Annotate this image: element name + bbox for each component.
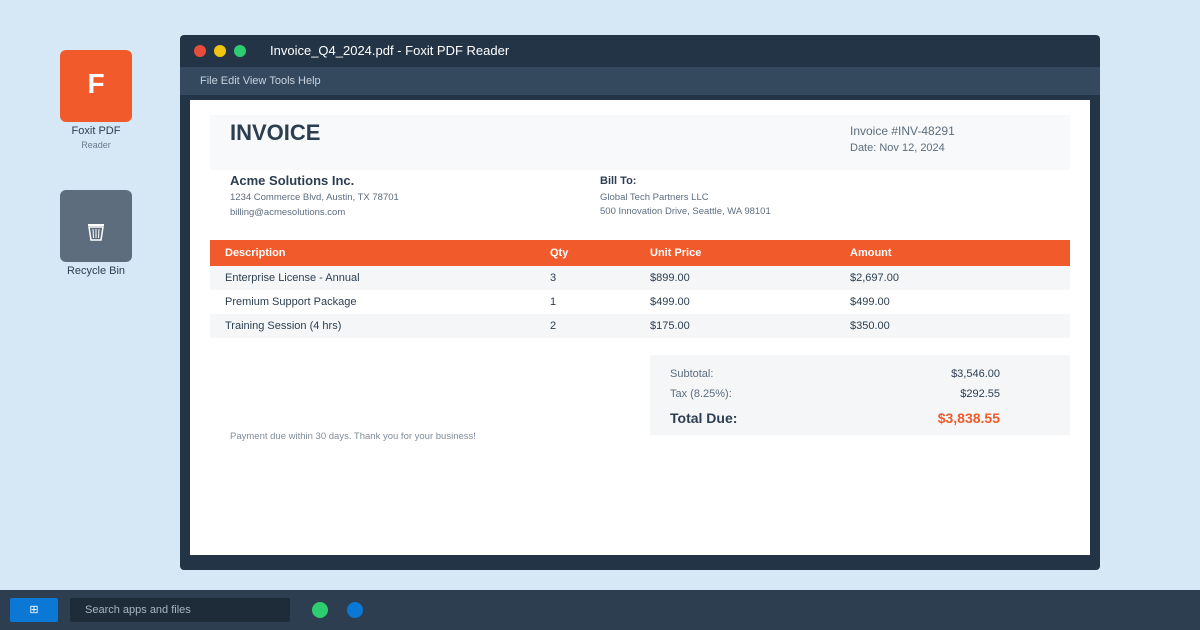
foxit-icon[interactable]: F [60,50,132,122]
bill-to-name: Global Tech Partners LLC [600,192,709,203]
menu-item[interactable]: File [200,75,218,87]
close-button[interactable] [194,45,206,57]
from-name: Acme Solutions Inc. [230,173,355,188]
table-row: Enterprise License - Annual 3 $899.00 $2,69… [210,266,1070,290]
line-items-table: Description Qty Unit Price Amount Enterprise… [190,240,1090,340]
app-window: Invoice_Q4_2024.pdf - Foxit PDF Reader F… [180,35,1100,570]
maximize-button[interactable] [234,45,246,57]
table-cell: $175.00 [650,320,690,332]
table-header: Description Qty Unit Price Amount [210,240,1070,266]
table-cell: 2 [550,320,557,332]
taskbar-app[interactable] [312,602,328,618]
taskbar-app[interactable] [347,602,363,618]
icon-sublabel: Reader [81,140,111,150]
menu-item[interactable]: Edit [220,75,240,87]
trash-glyph [88,224,104,241]
table-cell: 1 [550,296,557,308]
column-header: Unit Price [650,247,702,259]
table-cell: $899.00 [650,272,690,284]
pdf-page: INVOICE Invoice #INV-48291 Date: Nov 12,… [190,100,1090,555]
table-cell: Training Session (4 hrs) [225,320,342,332]
invoice-header [210,115,1070,170]
menu-item[interactable]: Tools [269,75,296,87]
totals-box: Subtotal: $3,546.00 Tax (8.25%): $292.55… [650,355,1070,435]
from-address: 1234 Commerce Blvd, Austin, TX 78701 [230,192,399,203]
table-cell: 3 [550,272,557,284]
icon-label[interactable]: Foxit PDF [71,125,121,137]
table-row: Training Session (4 hrs) 2 $175.00 $350.00 [210,314,1070,338]
bill-to-address: 500 Innovation Drive, Seattle, WA 98101 [600,206,771,217]
menu-item[interactable]: Help [298,75,321,87]
column-header: Qty [550,247,569,259]
menu-bar: File Edit View Tools Help [180,67,1100,95]
recycle-bin-icon[interactable] [60,190,132,262]
table-cell: Enterprise License - Annual [225,272,360,284]
table-cell: $350.00 [850,320,890,332]
menu-items: File Edit View Tools Help [200,75,324,87]
search-placeholder: Search apps and files [85,604,191,616]
invoice-number: Invoice #INV-48291 [850,124,955,138]
total-label: Total Due: [670,410,738,426]
icon-label[interactable]: Recycle Bin [66,265,126,277]
invoice-heading: INVOICE [230,120,321,145]
total-value: $3,838.55 [937,410,1000,426]
minimize-button[interactable] [214,45,226,57]
icon-glyph: F [87,68,105,99]
subtotal-value: $3,546.00 [951,368,1000,380]
table-cell: $2,697.00 [850,272,899,284]
tax-label: Tax (8.25%): [670,388,732,400]
column-header: Amount [850,247,892,259]
search-box[interactable]: Search apps and files [70,598,290,622]
subtotal-label: Subtotal: [670,368,714,380]
tax-value: $292.55 [960,388,1000,400]
taskbar: ⊞ Search apps and files [0,590,1200,630]
window-title: Invoice_Q4_2024.pdf - Foxit PDF Reader [270,43,510,58]
invoice-date: Date: Nov 12, 2024 [850,142,945,154]
table-cell: $499.00 [650,296,690,308]
from-email: billing@acmesolutions.com [230,207,346,218]
start-button[interactable]: ⊞ [10,598,58,622]
table-cell: $499.00 [850,296,890,308]
column-header: Description [225,247,286,259]
table-row: Premium Support Package 1 $499.00 $499.00 [210,290,1070,314]
menu-item[interactable]: View [242,75,267,87]
payment-note: Payment due within 30 days. Thank you fo… [230,431,476,442]
table-cell: Premium Support Package [225,296,357,308]
bill-to-label: Bill To: [600,175,637,187]
